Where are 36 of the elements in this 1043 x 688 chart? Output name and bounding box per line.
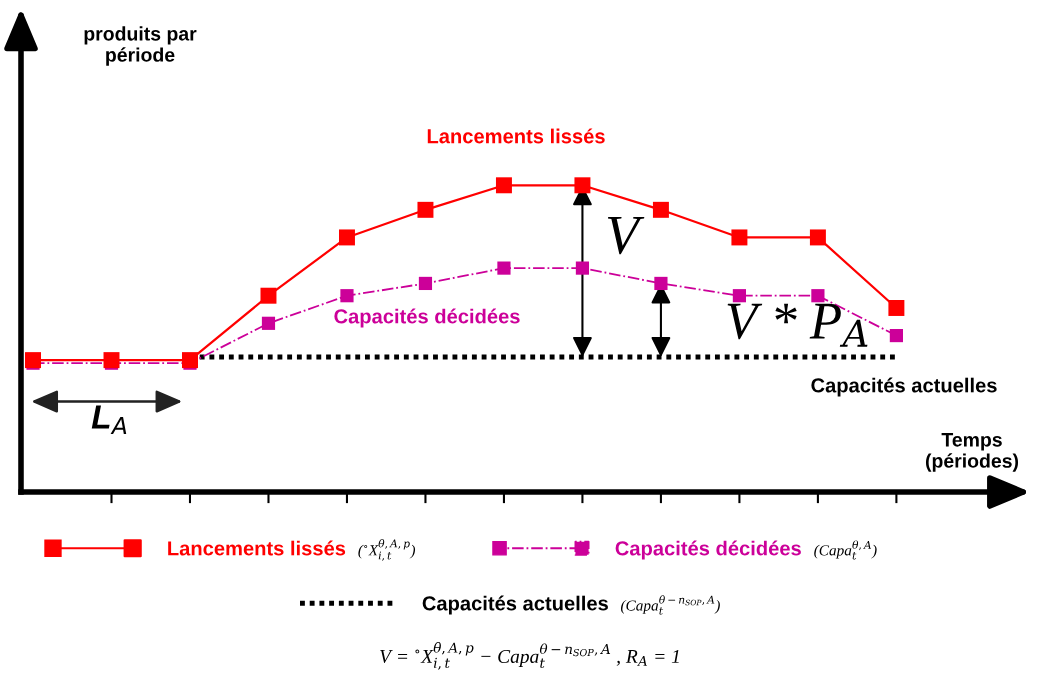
- annotation: V: [607, 216, 645, 255]
- point: [809, 229, 826, 246]
- point: [731, 229, 748, 246]
- point: [338, 229, 355, 246]
- point: [652, 201, 669, 218]
- point: [654, 276, 668, 291]
- text: ($^{∘}$X$^{θ,A,p}$$_{i,t}$): [358, 539, 416, 561]
- point: [103, 352, 120, 369]
- point: [889, 328, 903, 343]
- point: [811, 289, 825, 303]
- point: [182, 352, 198, 369]
- text: (Capa$^{θ,A}$$_{t}$): [814, 540, 877, 560]
- annotation: L$_{A}$: [91, 405, 127, 435]
- text: Lancements lissés: [427, 128, 605, 144]
- point: [888, 299, 905, 316]
- point: [25, 352, 41, 369]
- text: V = $^{∘}$X$^{θ,A,p}$$_{i,t}$ − Capa$^{θ−nSOP,A}$$_{t}$ , R$_{A}$ = 1: [380, 642, 679, 670]
- annotation: V * P$_{A}$: [727, 303, 868, 347]
- point: [575, 261, 590, 275]
- legend-label: Lancements lissés: [168, 540, 346, 556]
- point: [418, 276, 433, 291]
- text: produits par période: [84, 26, 197, 66]
- point: [261, 316, 276, 330]
- legend-label: Capacités actuelles: [422, 595, 608, 615]
- x-axis-title: Temps (périodes): [925, 433, 1019, 472]
- text: Capacités actuelles: [811, 377, 997, 397]
- point: [340, 289, 354, 303]
- point: [497, 261, 511, 275]
- point: [732, 289, 747, 303]
- text: (Capa$^{θ−nSOP,A}$$_{t}$): [621, 595, 720, 615]
- point: [574, 177, 591, 194]
- point: [260, 287, 277, 304]
- point: [495, 177, 512, 194]
- text: Capacités décidées: [334, 308, 520, 328]
- legend-label: Capacités décidées: [615, 540, 801, 560]
- point: [417, 201, 434, 218]
